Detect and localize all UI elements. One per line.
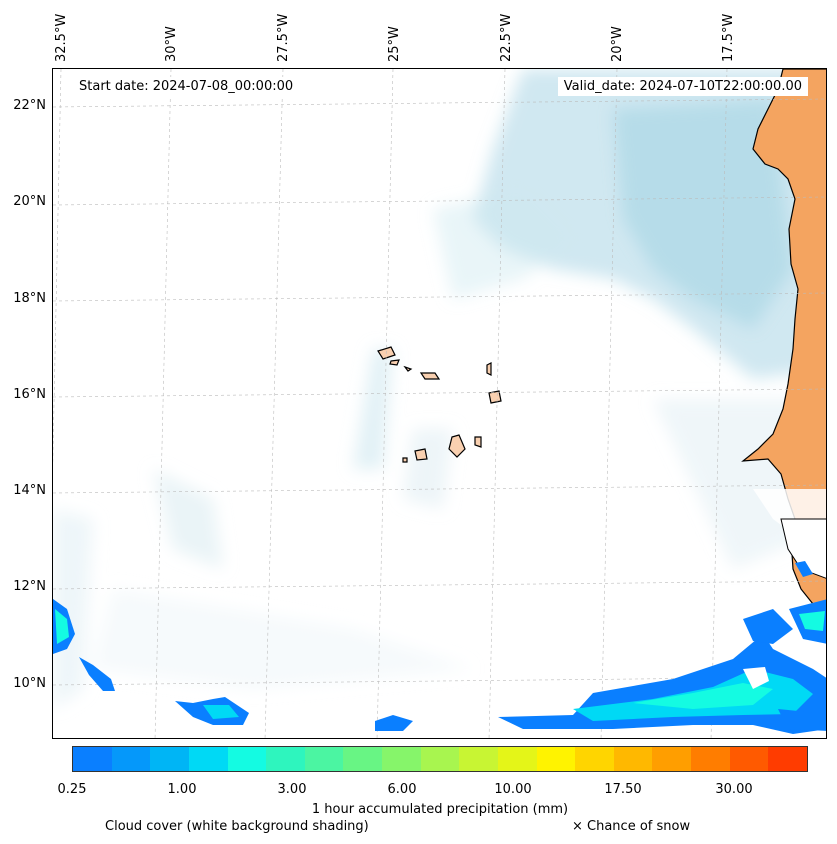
colorbar-segment xyxy=(652,747,691,771)
lon-label: 22.5°W xyxy=(499,13,514,62)
colorbar-segment xyxy=(575,747,614,771)
colorbar-segment xyxy=(73,747,112,771)
colorbar-tick: 0.25 xyxy=(57,782,87,797)
colorbar-segment xyxy=(304,747,344,771)
colorbar-label: 1 hour accumulated precipitation (mm) xyxy=(311,802,569,817)
precipitation-colorbar xyxy=(72,746,808,772)
colorbar-segment xyxy=(768,747,807,771)
colorbar-tick: 1.00 xyxy=(167,782,197,797)
cloud-cover-note: Cloud cover (white background shading) xyxy=(105,819,369,834)
lon-label: 30°W xyxy=(164,26,179,62)
colorbar-tick: 10.00 xyxy=(494,782,532,797)
cape-verde-islands xyxy=(377,346,502,463)
colorbar-segment xyxy=(691,747,730,771)
lat-label: 18°N xyxy=(13,291,46,306)
colorbar-segment xyxy=(420,747,460,771)
colorbar-segment xyxy=(382,747,421,771)
colorbar-segment xyxy=(459,747,498,771)
valid-date-label: Valid_date: 2024-07-10T22:00:00.00 xyxy=(557,77,808,96)
colorbar-tick: 17.50 xyxy=(604,782,642,797)
colorbar-segment xyxy=(227,747,267,771)
lat-label: 20°N xyxy=(13,194,46,209)
colorbar-segment xyxy=(729,747,769,771)
lat-label: 16°N xyxy=(13,387,46,402)
africa-coastline xyxy=(741,69,826,609)
colorbar-segment xyxy=(497,747,537,771)
lat-label: 14°N xyxy=(13,483,46,498)
snow-note: × Chance of snow xyxy=(572,819,691,834)
lon-label: 25°W xyxy=(387,26,402,62)
colorbar-tick: 3.00 xyxy=(277,782,307,797)
lat-label: 12°N xyxy=(13,579,46,594)
colorbar-segment xyxy=(188,747,228,771)
start-date-label: Start date: 2024-07-08_00:00:00 xyxy=(73,77,300,96)
colorbar-segment xyxy=(343,747,382,771)
colorbar-tick: 30.00 xyxy=(715,782,753,797)
lat-label: 22°N xyxy=(13,98,46,113)
map-panel: Start date: 2024-07-08_00:00:00 Valid_da… xyxy=(52,68,827,739)
colorbar-segment xyxy=(536,747,576,771)
map-canvas xyxy=(53,69,826,738)
lon-label: 17.5°W xyxy=(721,13,736,62)
colorbar-segment xyxy=(111,747,151,771)
lat-label: 10°N xyxy=(13,676,46,691)
colorbar-segment xyxy=(613,747,653,771)
cloud-cover-shading xyxy=(53,69,826,709)
lon-label: 27.5°W xyxy=(276,13,291,62)
graticule xyxy=(53,69,826,738)
precipitation-patches xyxy=(53,561,826,734)
colorbar-tick: 6.00 xyxy=(387,782,417,797)
lon-label: 20°W xyxy=(610,26,625,62)
colorbar-segment xyxy=(266,747,305,771)
colorbar-segment xyxy=(150,747,189,771)
lon-label: 32.5°W xyxy=(54,13,69,62)
